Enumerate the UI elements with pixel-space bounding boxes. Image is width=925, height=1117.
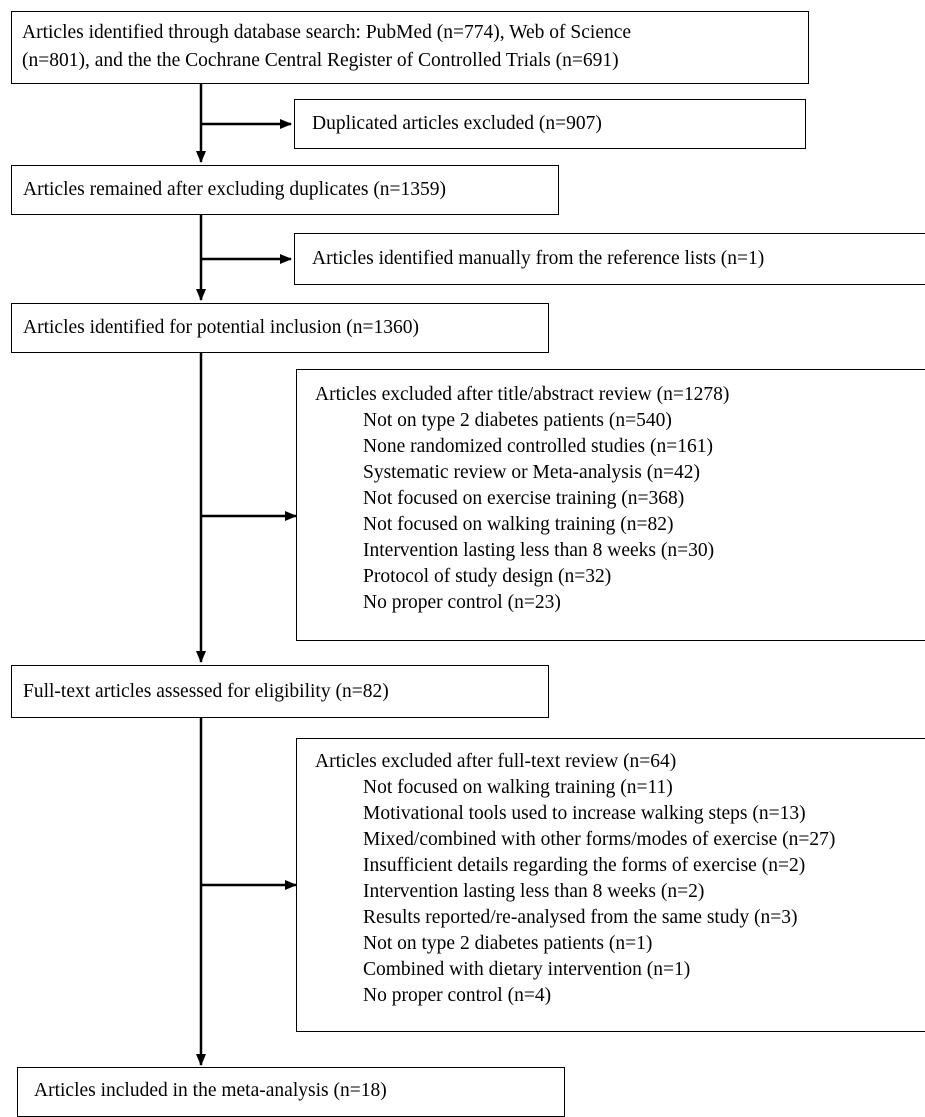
duplicates-excluded-label: Duplicated articles excluded (n=907) <box>312 111 602 137</box>
manual-box: Articles identified manually from the re… <box>294 233 925 285</box>
reason-item: Not focused on exercise training (n=368) <box>315 486 729 512</box>
search-line-2: (n=801), and the the Cochrane Central Re… <box>22 48 619 74</box>
duplicates-excluded-box: Duplicated articles excluded (n=907) <box>294 99 806 149</box>
reason-item: Motivational tools used to increase walk… <box>315 801 835 827</box>
reason-item: Systematic review or Meta-analysis (n=42… <box>315 460 729 486</box>
remained-label: Articles remained after excluding duplic… <box>23 177 446 203</box>
search-box: Articles identified through database sea… <box>11 11 809 84</box>
reason-item: Combined with dietary intervention (n=1) <box>315 957 835 983</box>
title-abstract-excluded-box: Articles excluded after title/abstract r… <box>296 369 925 641</box>
reason-item: Intervention lasting less than 8 weeks (… <box>315 879 835 905</box>
manual-label: Articles identified manually from the re… <box>312 246 764 272</box>
reason-item: Not on type 2 diabetes patients (n=1) <box>315 931 835 957</box>
included-box: Articles included in the meta-analysis (… <box>17 1067 565 1117</box>
reason-item: No proper control (n=4) <box>315 983 835 1009</box>
fulltext-excluded-box: Articles excluded after full-text review… <box>296 738 925 1032</box>
title-abstract-excluded-text: Articles excluded after title/abstract r… <box>315 382 729 616</box>
fulltext-excluded-text: Articles excluded after full-text review… <box>315 749 835 1009</box>
fulltext-assessed-box: Full-text articles assessed for eligibil… <box>11 665 549 718</box>
search-line-1: Articles identified through database sea… <box>22 20 631 46</box>
fulltext-excluded-heading: Articles excluded after full-text review… <box>315 749 835 775</box>
included-label: Articles included in the meta-analysis (… <box>34 1078 387 1104</box>
reason-item: Mixed/combined with other forms/modes of… <box>315 827 835 853</box>
potential-box: Articles identified for potential inclus… <box>11 303 549 353</box>
reason-item: Not focused on walking training (n=82) <box>315 512 729 538</box>
fulltext-assessed-label: Full-text articles assessed for eligibil… <box>23 679 389 705</box>
reason-item: Protocol of study design (n=32) <box>315 564 729 590</box>
potential-label: Articles identified for potential inclus… <box>23 315 419 341</box>
reason-item: Not on type 2 diabetes patients (n=540) <box>315 408 729 434</box>
reason-item: Intervention lasting less than 8 weeks (… <box>315 538 729 564</box>
reason-item: None randomized controlled studies (n=16… <box>315 434 729 460</box>
reason-item: Insufficient details regarding the forms… <box>315 853 835 879</box>
title-abstract-heading: Articles excluded after title/abstract r… <box>315 382 729 408</box>
remained-box: Articles remained after excluding duplic… <box>11 165 559 215</box>
reason-item: Results reported/re-analysed from the sa… <box>315 905 835 931</box>
reason-item: No proper control (n=23) <box>315 590 729 616</box>
reason-item: Not focused on walking training (n=11) <box>315 775 835 801</box>
